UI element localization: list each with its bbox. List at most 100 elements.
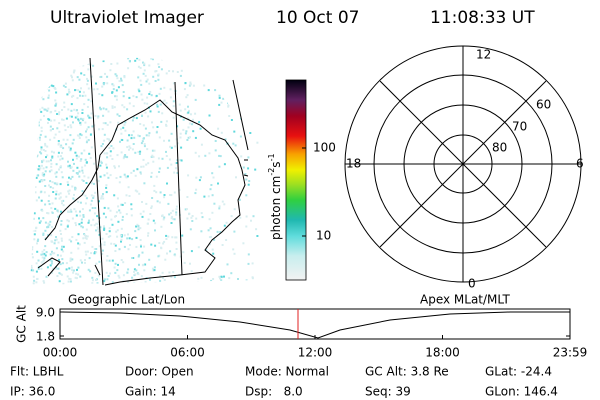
speckle [95,262,98,265]
speckle [100,57,103,59]
speckle [44,245,47,248]
speckle [105,57,107,58]
speckle [31,59,33,61]
speckle [35,102,38,105]
speckle [120,259,123,261]
speckle [233,97,236,100]
speckle [228,115,231,117]
speckle [105,191,108,194]
speckle [157,255,160,258]
speckle [78,175,81,178]
speckle [144,74,147,77]
speckle [183,88,186,91]
speckle [88,219,90,222]
speckle [42,232,45,235]
speckle [98,245,101,248]
speckle [121,215,124,218]
speckle [111,158,114,160]
speckle [86,83,89,86]
speckle [42,174,45,177]
speckle [107,235,110,238]
speckle [114,244,117,247]
speckle [75,224,77,227]
speckle [40,126,43,129]
speckle [70,251,73,254]
speckle [108,230,111,233]
speckle [34,186,37,188]
speckle [100,197,103,200]
speckle [219,155,222,158]
speckle [179,57,182,59]
panel-label: Apex MLat/MLT [420,293,510,307]
speckle [180,159,183,162]
speckle [239,135,242,138]
speckle [44,203,47,206]
timeline-x-tick: 18:00 [425,346,460,360]
speckle [126,175,129,178]
speckle [90,181,93,184]
speckle [85,235,87,237]
speckle [86,139,89,142]
speckle [34,229,37,232]
speckle [186,139,189,141]
speckle [158,201,161,204]
speckle [58,111,61,114]
speckle [50,129,52,132]
speckle [98,128,101,131]
speckle [44,150,47,152]
speckle [148,64,151,67]
speckle [147,232,150,235]
speckle [55,236,57,238]
speckle [80,158,83,161]
speckle [84,202,87,205]
speckle [214,89,217,92]
speckle [127,248,130,251]
speckle [55,163,58,166]
speckle [81,261,83,264]
speckle [115,215,117,217]
speckle [55,267,58,270]
speckle [150,57,153,60]
speckle [62,84,65,87]
speckle [67,108,70,111]
speckle [57,155,60,158]
speckle [154,70,157,73]
speckle [69,177,72,180]
speckle [138,192,141,195]
speckle [158,66,161,68]
speckle [77,112,80,115]
speckle [173,171,176,174]
speckle [51,250,53,253]
speckle [44,185,47,187]
speckle [71,217,74,220]
speckle [143,269,146,272]
speckle [182,128,185,131]
speckle [71,61,74,64]
speckle [110,145,113,147]
speckle [245,194,248,197]
speckle [102,212,105,215]
speckle [81,166,84,169]
speckle [33,122,36,125]
speckle [57,113,60,116]
speckle [114,262,117,265]
speckle [126,139,129,142]
speckle [191,220,194,222]
speckle [77,200,80,203]
speckle [151,121,153,124]
speckle [143,62,146,65]
speckle [109,174,112,177]
speckle [96,223,99,226]
speckle [52,85,55,88]
speckle [66,93,69,96]
speckle [174,236,177,239]
speckle [91,282,94,285]
speckle [89,133,92,136]
speckle [145,163,148,166]
speckle [137,228,140,231]
speckle [44,135,47,138]
speckle [152,75,155,78]
speckle [200,143,203,146]
speckle [123,155,126,158]
speckle [66,219,69,222]
